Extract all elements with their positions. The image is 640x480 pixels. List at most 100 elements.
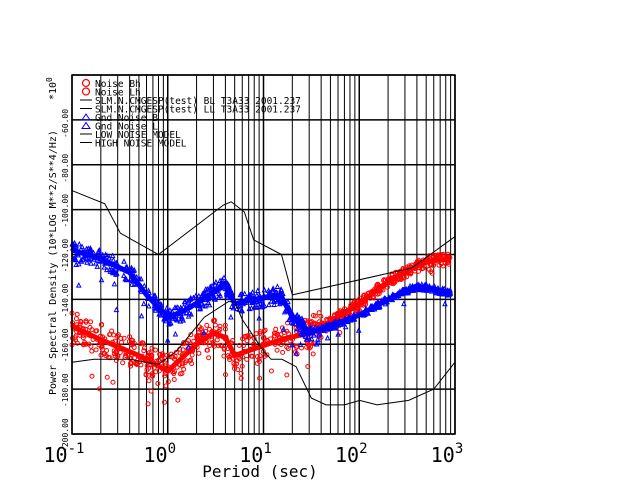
data-point bbox=[113, 306, 120, 313]
data-point bbox=[241, 342, 247, 348]
data-point bbox=[121, 272, 127, 278]
data-point bbox=[198, 325, 204, 331]
data-point bbox=[297, 326, 303, 333]
data-point bbox=[436, 262, 442, 268]
data-point bbox=[153, 347, 159, 353]
data-point bbox=[217, 292, 224, 298]
data-point bbox=[430, 262, 436, 268]
data-point bbox=[121, 258, 127, 264]
data-point bbox=[188, 357, 194, 363]
x-tick-label: 101 bbox=[239, 441, 272, 467]
data-point bbox=[85, 245, 92, 251]
data-point bbox=[332, 324, 339, 331]
data-point bbox=[214, 337, 220, 343]
data-point bbox=[111, 348, 117, 354]
data-point bbox=[172, 353, 178, 359]
data-point bbox=[180, 347, 186, 353]
data-point bbox=[270, 286, 276, 293]
data-point bbox=[130, 267, 137, 274]
data-point bbox=[261, 353, 267, 359]
data-point bbox=[352, 299, 358, 305]
data-point bbox=[188, 311, 194, 317]
data-point bbox=[164, 304, 170, 311]
data-point bbox=[141, 348, 147, 354]
data-point bbox=[88, 319, 94, 325]
plot-frame bbox=[71, 74, 456, 435]
data-point bbox=[342, 323, 349, 330]
data-point bbox=[107, 332, 113, 338]
data-point bbox=[141, 282, 148, 289]
data-point bbox=[80, 342, 86, 348]
data-point bbox=[193, 292, 199, 298]
data-point bbox=[101, 264, 108, 270]
data-point bbox=[155, 381, 161, 387]
data-point bbox=[278, 286, 284, 292]
data-point bbox=[138, 312, 145, 319]
data-point bbox=[96, 342, 102, 348]
data-point bbox=[185, 343, 192, 350]
data-point bbox=[166, 320, 172, 327]
data-point bbox=[163, 383, 169, 389]
x-axis-label: Period (sec) bbox=[202, 462, 318, 480]
data-point bbox=[99, 322, 105, 328]
data-point bbox=[428, 269, 434, 275]
data-point bbox=[144, 367, 150, 373]
data-point bbox=[248, 304, 255, 311]
data-point bbox=[182, 298, 189, 304]
data-point bbox=[181, 366, 187, 372]
data-point bbox=[104, 374, 110, 380]
data-point bbox=[76, 260, 82, 267]
legend-label: LOW NOISE MODEL bbox=[95, 130, 181, 141]
data-point bbox=[274, 283, 281, 289]
data-point bbox=[80, 335, 86, 341]
data-point bbox=[139, 340, 145, 346]
data-point bbox=[212, 281, 218, 288]
data-point bbox=[72, 256, 79, 263]
data-point bbox=[281, 308, 288, 315]
data-point bbox=[239, 363, 245, 369]
y-tick-label: -140.00 bbox=[61, 283, 70, 317]
x-tick-label: 100 bbox=[143, 441, 176, 467]
data-point bbox=[109, 252, 116, 259]
data-point bbox=[93, 347, 99, 353]
x-tick-label: 10-1 bbox=[44, 441, 85, 467]
data-point bbox=[207, 342, 213, 348]
data-point bbox=[308, 319, 314, 325]
data-point bbox=[196, 350, 202, 356]
data-point bbox=[110, 268, 117, 275]
data-point bbox=[241, 290, 248, 297]
data-point bbox=[157, 351, 163, 357]
data-point bbox=[211, 317, 217, 323]
legend-label: Noise Lh bbox=[95, 88, 141, 99]
data-point bbox=[146, 378, 152, 384]
y-tick-label: -100.00 bbox=[61, 194, 70, 228]
data-point bbox=[141, 345, 147, 351]
data-point bbox=[259, 300, 266, 307]
data-point bbox=[88, 343, 94, 349]
y-tick-label: -120.00 bbox=[61, 239, 70, 273]
data-point bbox=[75, 251, 82, 258]
series-trend bbox=[71, 247, 452, 336]
data-point bbox=[280, 326, 287, 332]
legend-circle-icon bbox=[81, 87, 91, 96]
data-point bbox=[415, 257, 421, 263]
data-point bbox=[310, 351, 316, 357]
data-point bbox=[268, 368, 274, 374]
y-axis-label: Power Spectral Density (10*LOG M**2/S**4… bbox=[48, 130, 59, 395]
data-point bbox=[222, 326, 228, 332]
data-point bbox=[286, 316, 292, 323]
data-point bbox=[251, 341, 257, 347]
data-point bbox=[83, 319, 89, 325]
data-point bbox=[149, 371, 155, 377]
data-point bbox=[244, 356, 250, 362]
data-point bbox=[200, 289, 207, 296]
data-point bbox=[150, 373, 156, 379]
data-point bbox=[189, 352, 195, 358]
data-point bbox=[440, 251, 446, 257]
data-point bbox=[166, 320, 173, 326]
data-point bbox=[244, 338, 250, 344]
data-point bbox=[98, 352, 104, 358]
data-point bbox=[306, 345, 312, 351]
data-point bbox=[92, 260, 99, 266]
